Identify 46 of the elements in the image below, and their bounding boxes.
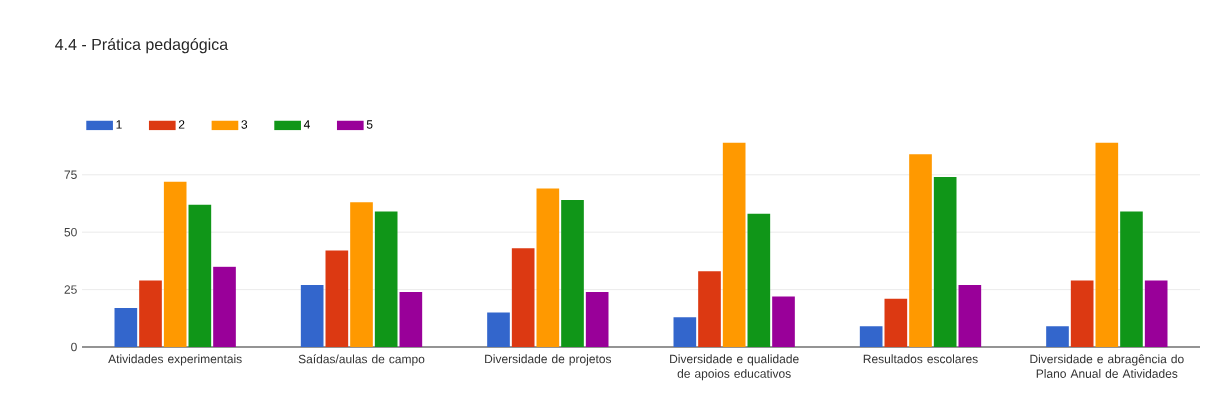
y-tick-label: 25 [64,285,77,294]
legend-label: 1 [116,120,122,129]
bar [399,291,423,347]
bar [585,291,609,347]
y-tick-label: 0 [71,342,77,352]
bar [933,177,957,347]
bar [698,271,721,347]
x-tick-label: Saídas/aulas de campo [298,354,425,366]
chart-title: 4.4 - Prática pedagógica [55,38,229,54]
bar [722,142,746,347]
bar [374,211,398,347]
legend-label: 2 [178,120,185,129]
bar [884,298,908,347]
x-tick-label: Diversidade e abragência do Plano Anual de Atividades [1030,354,1184,378]
bar [1070,280,1094,347]
bar [1144,280,1168,347]
bar [487,312,510,347]
bar [188,204,212,347]
x-tick-label: Atividades experimentais [108,354,242,366]
bar [772,296,795,347]
bar [958,285,982,347]
bar [350,202,373,347]
bar [325,250,349,347]
x-tick-label: Diversidade de projetos [485,354,612,366]
bar [1120,211,1143,347]
bar [1095,142,1119,347]
legend-label: 3 [241,120,248,129]
bar [114,307,138,347]
bar [511,248,535,347]
bar [673,317,697,347]
y-tick-label: 75 [64,170,77,179]
bar [859,326,883,347]
x-tick-label: Diversidade e qualidade de apoios educativos [670,354,799,381]
bar [163,181,187,347]
x-tick-label: Resultados escolares [863,354,978,364]
bar [909,154,932,347]
y-tick-label: 50 [64,227,77,237]
legend-label: 5 [366,120,373,129]
bar [1046,326,1069,347]
legend-label: 4 [303,120,310,129]
bar [747,213,771,347]
bar [300,285,324,347]
bar [561,200,584,347]
bar [139,280,162,347]
bar [213,266,236,347]
bar [536,188,560,347]
